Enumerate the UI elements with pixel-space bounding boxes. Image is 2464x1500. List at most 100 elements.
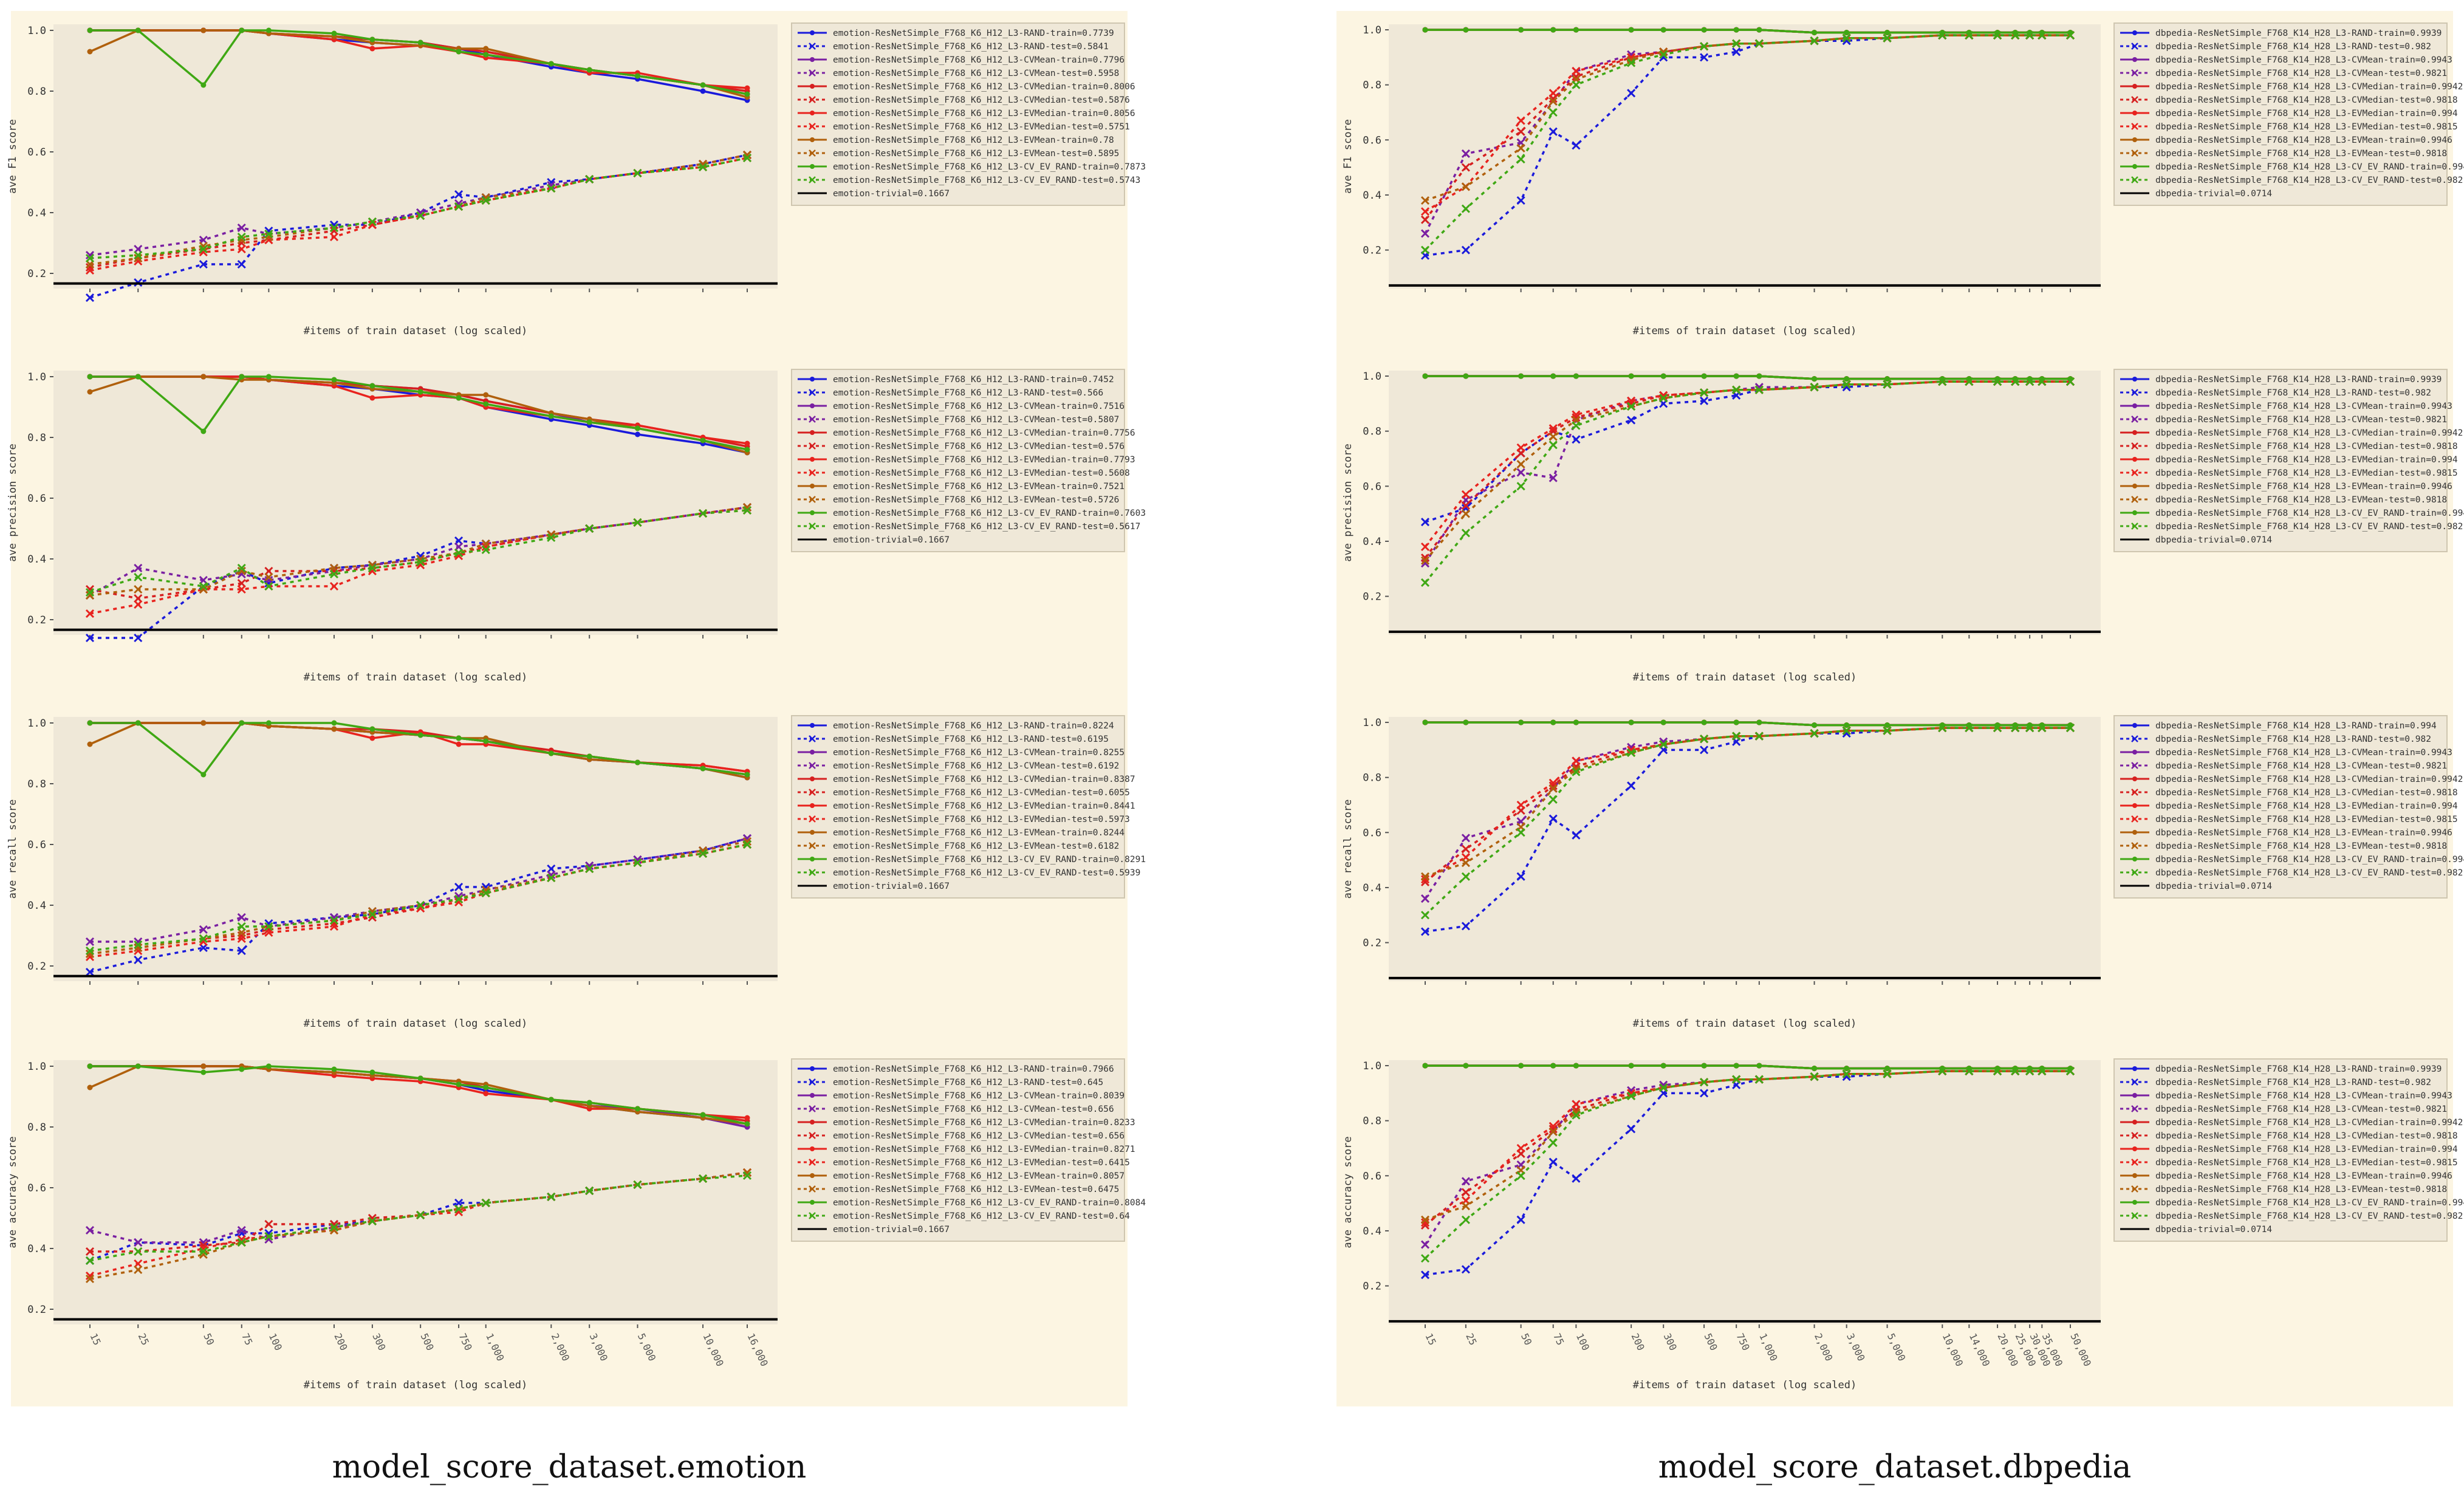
data-point-CV_EV_RAND-train <box>1812 1066 1818 1072</box>
legend-label: emotion-ResNetSimple_F768_K6_H12_L3-CVMe… <box>833 1131 1124 1141</box>
data-point-CV_EV_RAND-train <box>1701 719 1707 725</box>
x-tick-label: 15 <box>1423 1332 1438 1347</box>
data-point-CV_EV_RAND-train <box>1518 27 1524 33</box>
data-point-RAND-test <box>1461 245 1470 255</box>
data-point-CV_EV_RAND-test <box>237 1238 246 1247</box>
x-tick-label: 2,000 <box>549 1332 572 1363</box>
data-point-CV_EV_RAND-test <box>264 1231 273 1241</box>
data-point-CV_EV_RAND-test <box>1627 1091 1636 1100</box>
data-point-CV_EV_RAND-test <box>1461 204 1470 213</box>
legend-label: emotion-ResNetSimple_F768_K6_H12_L3-EVMe… <box>833 149 1119 159</box>
data-point-CV_EV_RAND-train <box>1518 1063 1524 1069</box>
data-point-CV_EV_RAND-test <box>416 211 425 221</box>
legend-marker <box>2131 815 2138 823</box>
data-point-CVMedian-test <box>1516 127 1525 136</box>
data-point-CV_EV_RAND-train <box>744 91 750 97</box>
data-point-CV_EV_RAND-train <box>239 27 245 33</box>
series-line-CVMedian-test <box>89 506 748 600</box>
y-tick-label: 0.8 <box>27 432 46 444</box>
data-point-CV_EV_RAND-test <box>2011 377 2020 386</box>
legend-marker <box>810 1066 815 1071</box>
data-point-CV_EV_RAND-test <box>1938 1067 1947 1076</box>
y-tick-label: 0.4 <box>1363 882 1381 894</box>
data-point-CV_EV_RAND-test <box>199 1247 208 1256</box>
legend-label: emotion-ResNetSimple_F768_K6_H12_L3-CVMe… <box>833 1104 1114 1114</box>
data-point-CVMean-test <box>585 861 594 871</box>
y-tick-label: 1.0 <box>27 717 46 730</box>
legend-label: dbpedia-ResNetSimple_F768_K14_H28_L3-EVM… <box>2155 468 2458 478</box>
data-point-CVMedian-test <box>1549 781 1558 790</box>
data-point-CV_EV_RAND-test <box>199 934 208 943</box>
x-tick-label: 2,000 <box>1812 1332 1835 1363</box>
data-point-CV_EV_RAND-train <box>1756 1063 1762 1069</box>
y-tick-label: 0.4 <box>27 207 46 219</box>
y-tick-label: 0.6 <box>27 493 46 505</box>
legend-label: dbpedia-ResNetSimple_F768_K14_H28_L3-CV_… <box>2155 1198 2464 1208</box>
legend-label: emotion-ResNetSimple_F768_K6_H12_L3-EVMe… <box>833 109 1135 118</box>
legend-label: emotion-ResNetSimple_F768_K6_H12_L3-CVMe… <box>833 95 1130 105</box>
data-point-CVMean-test <box>237 913 246 922</box>
data-point-EVMean-train <box>200 27 207 33</box>
data-point-CV_EV_RAND-train <box>586 1100 592 1106</box>
data-point-CVMedian-test <box>85 1247 95 1256</box>
legend-label: emotion-ResNetSimple_F768_K6_H12_L3-EVMe… <box>833 482 1124 491</box>
data-point-CV_EV_RAND-train <box>1701 373 1707 379</box>
data-point-CV_EV_RAND-train <box>1628 27 1634 33</box>
data-point-EVMean-test <box>134 584 143 594</box>
data-point-CV_EV_RAND-test <box>1754 385 1764 394</box>
legend-marker <box>2132 1120 2137 1125</box>
data-point-CV_EV_RAND-test <box>481 888 490 898</box>
data-point-CV_EV_RAND-test <box>85 587 95 597</box>
data-point-EVMean-test <box>1572 1108 1581 1117</box>
legend-label: dbpedia-ResNetSimple_F768_K14_H28_L3-EVM… <box>2155 135 2452 145</box>
legend-marker <box>2132 750 2137 755</box>
data-point-CVMean-test <box>199 925 208 934</box>
x-tick-label: 50 <box>201 1332 216 1347</box>
data-point-CV_EV_RAND-test <box>368 563 377 573</box>
series-line-EVMean-test <box>1425 1070 2070 1221</box>
data-point-CV_EV_RAND-train <box>1701 1063 1707 1069</box>
data-point-CV_EV_RAND-train <box>87 374 93 380</box>
legend-marker <box>2132 30 2137 35</box>
data-point-EVMedian-test <box>1420 1218 1430 1227</box>
legend-label: emotion-trivial=0.1667 <box>833 189 950 199</box>
x-tick-label: 14,000 <box>1967 1332 1993 1368</box>
data-point-CV_EV_RAND-test <box>329 569 339 579</box>
data-point-CV_EV_RAND-train <box>265 720 272 726</box>
data-point-CV_EV_RAND-test <box>698 1174 708 1183</box>
data-point-CV_EV_RAND-train <box>331 720 337 726</box>
legend-label: emotion-ResNetSimple_F768_K6_H12_L3-EVMe… <box>833 841 1119 851</box>
data-point-RAND-test <box>1420 927 1430 936</box>
y-tick-label: 0.2 <box>1363 937 1381 950</box>
legend-label: emotion-ResNetSimple_F768_K6_H12_L3-CVMe… <box>833 761 1119 771</box>
legend-label: emotion-ResNetSimple_F768_K6_H12_L3-EVMe… <box>833 815 1130 824</box>
series-line-EVMean-test <box>1425 34 2070 202</box>
legend-marker <box>2132 857 2137 861</box>
data-point-EVMean-test <box>1549 784 1558 793</box>
legend-marker <box>2132 1066 2137 1071</box>
data-point-CV_EV_RAND-train <box>1518 373 1524 379</box>
data-point-CV_EV_RAND-train <box>1733 373 1739 379</box>
plot-area <box>53 1060 778 1324</box>
y-tick-label: 0.2 <box>1363 591 1381 603</box>
data-point-CV_EV_RAND-train <box>1550 1063 1556 1069</box>
data-point-CV_EV_RAND-test <box>1810 36 1819 46</box>
legend-label: dbpedia-ResNetSimple_F768_K14_H28_L3-RAN… <box>2155 1064 2442 1074</box>
data-point-CV_EV_RAND-test <box>264 581 273 591</box>
data-point-EVMedian-test <box>1461 490 1470 499</box>
data-point-CV_EV_RAND-test <box>1572 80 1581 89</box>
data-point-RAND-test <box>1572 141 1581 150</box>
data-point-CV_EV_RAND-test <box>85 253 95 263</box>
data-point-CV_EV_RAND-train <box>456 395 462 401</box>
data-point-CV_EV_RAND-train <box>1733 1063 1739 1069</box>
legend-marker <box>809 789 816 796</box>
data-point-EVMedian-test <box>1516 800 1525 810</box>
x-tick-label: 500 <box>419 1332 436 1352</box>
legend-label: emotion-ResNetSimple_F768_K6_H12_L3-EVMe… <box>833 455 1135 465</box>
data-point-CV_EV_RAND-train <box>1422 719 1428 725</box>
data-point-EVMean-train <box>483 392 489 398</box>
y-tick-label: 0.8 <box>27 86 46 98</box>
data-point-EVMean-train <box>200 1063 207 1069</box>
data-point-CV_EV_RAND-train <box>586 419 592 425</box>
legend-label: emotion-trivial=0.1667 <box>833 1225 950 1235</box>
